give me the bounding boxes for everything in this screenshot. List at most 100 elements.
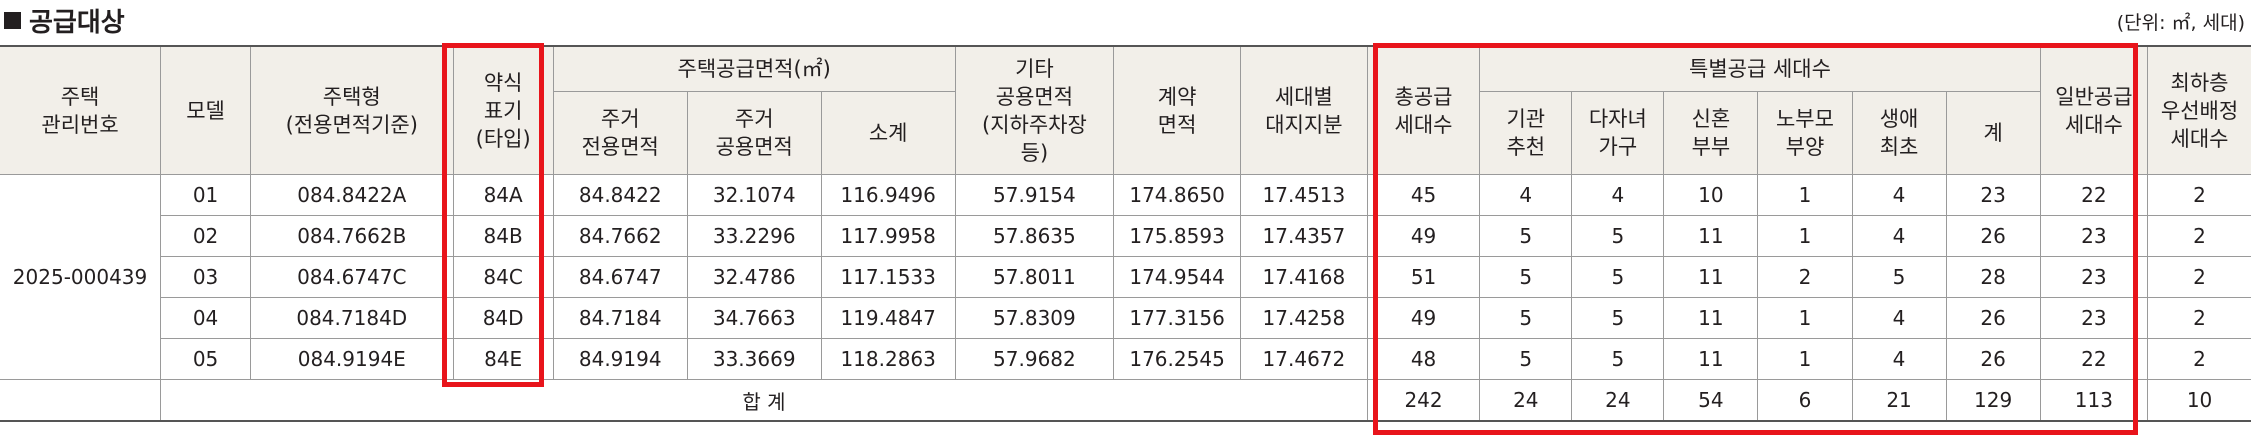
cell-comm: 34.7663 bbox=[686, 297, 822, 339]
supply-table: 주택 관리번호 모델 주택형 (전용면적기준) 약식 표기 (타입) 주택공급면적(㎡)… bbox=[0, 45, 2251, 422]
cell-sub: 117.9958 bbox=[820, 215, 956, 257]
header-housing-type: 주택형 (전용면적기준) bbox=[250, 45, 454, 175]
cell-type: 084.9194E bbox=[250, 338, 454, 380]
header-special-group: 특별공급 세대수 bbox=[1479, 45, 2041, 92]
cell-model: 03 bbox=[160, 256, 252, 298]
cell-other: 57.9682 bbox=[954, 338, 1115, 380]
header-lowest-floor: 최하층 우선배정 세대수 bbox=[2147, 45, 2251, 175]
cell-model: 01 bbox=[160, 174, 252, 216]
cell-inst: 5 bbox=[1479, 256, 1573, 298]
cell-lowest: 2 bbox=[2147, 256, 2251, 298]
cell-land: 17.4672 bbox=[1239, 338, 1368, 380]
cell-land: 17.4357 bbox=[1239, 215, 1368, 257]
cell-abbr: 84B bbox=[452, 215, 554, 257]
cell-total: 48 bbox=[1366, 338, 1481, 380]
cell-elder: 1 bbox=[1757, 297, 1853, 339]
header-multi-child: 다자녀 가구 bbox=[1571, 91, 1665, 175]
cell-sub: 117.1533 bbox=[820, 256, 956, 298]
section-title: 공급대상 bbox=[4, 2, 125, 39]
header-total-supply: 총공급 세대수 bbox=[1366, 45, 1481, 175]
cell-type: 084.7184D bbox=[250, 297, 454, 339]
cell-other: 57.8309 bbox=[954, 297, 1115, 339]
header-residential-common: 주거 공용면적 bbox=[686, 91, 822, 175]
header-abbr-type: 약식 표기 (타입) bbox=[452, 45, 554, 175]
total-cell-first: 21 bbox=[1851, 379, 1947, 422]
cell-total: 45 bbox=[1366, 174, 1481, 216]
totals-empty-cell bbox=[0, 379, 162, 421]
total-cell-multi: 24 bbox=[1571, 379, 1665, 422]
cell-general: 23 bbox=[2039, 256, 2149, 298]
header-first-life: 생애 최초 bbox=[1851, 91, 1947, 175]
cell-newly: 11 bbox=[1663, 297, 1759, 339]
cell-total: 49 bbox=[1366, 297, 1481, 339]
header-special-total: 계 bbox=[1945, 91, 2041, 175]
cell-land: 17.4513 bbox=[1239, 174, 1368, 216]
cell-other: 57.9154 bbox=[954, 174, 1115, 216]
cell-inst: 5 bbox=[1479, 215, 1573, 257]
cell-excl: 84.9194 bbox=[552, 338, 688, 380]
cell-comm: 33.2296 bbox=[686, 215, 822, 257]
table-row: 04 084.7184D 84D 84.7184 34.7663 119.484… bbox=[0, 297, 2251, 339]
cell-total: 49 bbox=[1366, 215, 1481, 257]
header-elderly-parent: 노부모 부양 bbox=[1757, 91, 1853, 175]
cell-type: 084.7662B bbox=[250, 215, 454, 257]
cell-abbr: 84E bbox=[452, 338, 554, 380]
cell-multi: 4 bbox=[1571, 174, 1665, 216]
cell-newly: 11 bbox=[1663, 338, 1759, 380]
header-land-share: 세대별 대지지분 bbox=[1239, 45, 1368, 175]
cell-comm: 32.1074 bbox=[686, 174, 822, 216]
header-contract-area: 계약 면적 bbox=[1113, 45, 1241, 175]
cell-type: 084.6747C bbox=[250, 256, 454, 298]
cell-sub: 118.2863 bbox=[820, 338, 956, 380]
title-row: 공급대상 (단위: ㎡, 세대) bbox=[0, 0, 2251, 40]
cell-sp-total: 26 bbox=[1945, 338, 2041, 380]
cell-excl: 84.6747 bbox=[552, 256, 688, 298]
cell-general: 23 bbox=[2039, 215, 2149, 257]
totals-label: 합 계 bbox=[160, 379, 1368, 422]
cell-sub: 119.4847 bbox=[820, 297, 956, 339]
header-model: 모델 bbox=[160, 45, 252, 175]
cell-sp-total: 26 bbox=[1945, 215, 2041, 257]
cell-abbr: 84C bbox=[452, 256, 554, 298]
header-institution: 기관 추천 bbox=[1479, 91, 1573, 175]
cell-first: 4 bbox=[1851, 174, 1947, 216]
cell-contract: 175.8593 bbox=[1113, 215, 1241, 257]
cell-inst: 4 bbox=[1479, 174, 1573, 216]
cell-comm: 32.4786 bbox=[686, 256, 822, 298]
cell-newly: 10 bbox=[1663, 174, 1759, 216]
cell-contract: 174.9544 bbox=[1113, 256, 1241, 298]
total-cell-inst: 24 bbox=[1479, 379, 1573, 422]
cell-elder: 1 bbox=[1757, 174, 1853, 216]
table-row: 2025-000439 01 084.8422A 84A 84.8422 32.… bbox=[0, 174, 2251, 380]
cell-excl: 84.8422 bbox=[552, 174, 688, 216]
cell-sp-total: 23 bbox=[1945, 174, 2041, 216]
table-row: 02 084.7662B 84B 84.7662 33.2296 117.995… bbox=[0, 215, 2251, 257]
cell-first: 4 bbox=[1851, 215, 1947, 257]
cell-type: 084.8422A bbox=[250, 174, 454, 216]
table-header: 주택 관리번호 모델 주택형 (전용면적기준) 약식 표기 (타입) 주택공급면적(㎡)… bbox=[0, 45, 2251, 175]
cell-first: 5 bbox=[1851, 256, 1947, 298]
table-row: 05 084.9194E 84E 84.9194 33.3669 118.286… bbox=[0, 338, 2251, 380]
table-body: 2025-000439 01 084.8422A 84A 84.8422 32.… bbox=[0, 174, 2251, 422]
cell-lowest: 2 bbox=[2147, 215, 2251, 257]
cell-general: 22 bbox=[2039, 338, 2149, 380]
header-supply-area-group: 주택공급면적(㎡) bbox=[552, 45, 956, 92]
cell-abbr: 84A bbox=[452, 174, 554, 216]
cell-sp-total: 28 bbox=[1945, 256, 2041, 298]
cell-elder: 1 bbox=[1757, 215, 1853, 257]
cell-abbr: 84D bbox=[452, 297, 554, 339]
total-cell-lowest: 10 bbox=[2147, 379, 2251, 422]
cell-contract: 177.3156 bbox=[1113, 297, 1241, 339]
totals-row: 합 계 242 24 24 54 6 21 129 113 10 bbox=[0, 379, 2251, 422]
cell-contract: 174.8650 bbox=[1113, 174, 1241, 216]
cell-multi: 5 bbox=[1571, 297, 1665, 339]
cell-other: 57.8011 bbox=[954, 256, 1115, 298]
cell-inst: 5 bbox=[1479, 338, 1573, 380]
cell-first: 4 bbox=[1851, 338, 1947, 380]
cell-multi: 5 bbox=[1571, 215, 1665, 257]
cell-comm: 33.3669 bbox=[686, 338, 822, 380]
header-other-common: 기타 공용면적 (지하주차장 등) bbox=[954, 45, 1115, 175]
header-housing-mgmt-no: 주택 관리번호 bbox=[0, 45, 162, 175]
cell-newly: 11 bbox=[1663, 256, 1759, 298]
cell-excl: 84.7184 bbox=[552, 297, 688, 339]
